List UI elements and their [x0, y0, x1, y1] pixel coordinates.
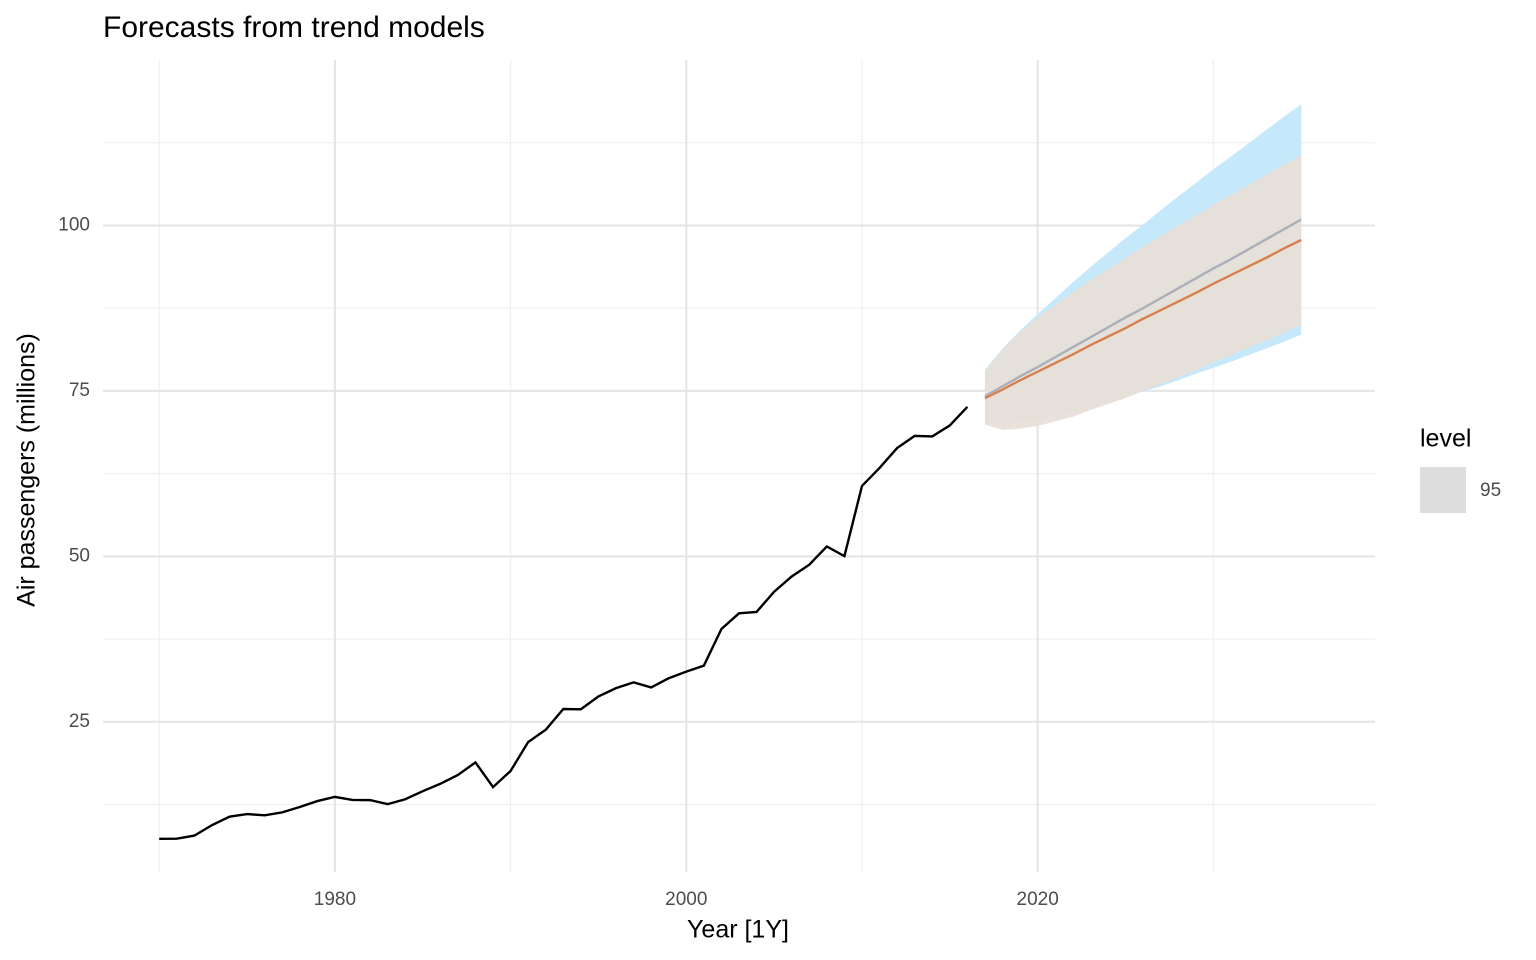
- y-tick-label: 100: [58, 214, 90, 235]
- series-line: [159, 405, 969, 840]
- legend-label: 95: [1480, 480, 1501, 501]
- y-tick-label: 50: [69, 545, 90, 566]
- y-tick-label: 75: [69, 380, 90, 401]
- x-tick-label: 2020: [1017, 889, 1059, 910]
- forecast-interval: [984, 155, 1302, 430]
- y-tick-label: 25: [69, 711, 90, 732]
- series-line: [984, 218, 1302, 398]
- x-axis-label: Year [1Y]: [687, 916, 789, 944]
- legend-key: [1420, 467, 1466, 513]
- chart-title: Forecasts from trend models: [103, 11, 485, 44]
- x-tick-label: 1980: [314, 889, 356, 910]
- legend-title: level: [1420, 425, 1471, 453]
- x-tick-label: 2000: [665, 889, 707, 910]
- series-line: [984, 238, 1302, 400]
- y-axis-label: Air passengers (millions): [13, 333, 41, 607]
